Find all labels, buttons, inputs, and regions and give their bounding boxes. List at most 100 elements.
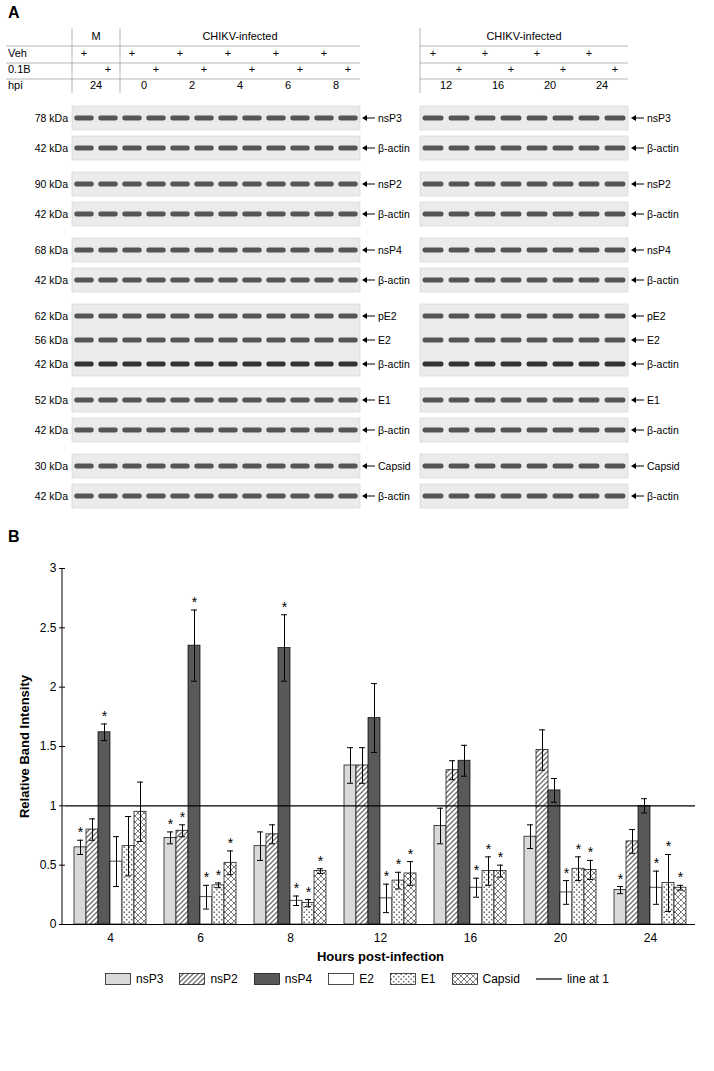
svg-text:β-actin: β-actin [378, 490, 410, 502]
svg-text:+: + [273, 47, 279, 59]
svg-text:*: * [192, 594, 198, 610]
svg-text:0: 0 [141, 79, 147, 91]
svg-text:+: + [201, 63, 207, 75]
svg-text:24: 24 [596, 79, 608, 91]
svg-text:*: * [180, 809, 186, 825]
svg-text:Hours post-infection: Hours post-infection [317, 949, 444, 964]
svg-text:1.5: 1.5 [40, 739, 57, 753]
svg-text:β-actin: β-actin [378, 424, 410, 436]
svg-text:+: + [456, 63, 462, 75]
svg-text:78 kDa: 78 kDa [35, 112, 68, 124]
svg-text:*: * [474, 862, 480, 878]
svg-text:β-actin: β-actin [378, 208, 410, 220]
svg-text:42 kDa: 42 kDa [35, 358, 68, 370]
svg-text:4: 4 [107, 931, 114, 945]
svg-text:*: * [282, 599, 288, 615]
svg-text:16: 16 [492, 79, 504, 91]
svg-text:0.1B: 0.1B [8, 63, 31, 75]
svg-text:β-actin: β-actin [647, 424, 679, 436]
svg-text:*: * [102, 708, 108, 724]
svg-text:2: 2 [50, 680, 57, 694]
svg-text:+: + [177, 47, 183, 59]
svg-text:24: 24 [644, 931, 658, 945]
svg-text:E1: E1 [378, 394, 391, 406]
svg-text:0: 0 [50, 917, 57, 931]
svg-text:+: + [129, 47, 135, 59]
svg-text:nsP4: nsP4 [378, 244, 402, 256]
svg-text:E1: E1 [647, 394, 660, 406]
svg-text:42 kDa: 42 kDa [35, 142, 68, 154]
svg-text:*: * [78, 824, 84, 840]
svg-text:pE2: pE2 [647, 310, 666, 322]
svg-text:*: * [384, 868, 390, 884]
svg-text:β-actin: β-actin [647, 142, 679, 154]
svg-text:β-actin: β-actin [647, 358, 679, 370]
svg-text:20: 20 [554, 931, 568, 945]
svg-text:+: + [345, 63, 351, 75]
svg-text:*: * [228, 835, 234, 851]
svg-text:E2: E2 [647, 334, 660, 346]
svg-text:12: 12 [374, 931, 388, 945]
svg-text:*: * [564, 865, 570, 881]
svg-text:+: + [534, 47, 540, 59]
svg-text:*: * [294, 880, 300, 896]
svg-text:16: 16 [464, 931, 478, 945]
svg-text:*: * [306, 884, 312, 900]
svg-text:42 kDa: 42 kDa [35, 424, 68, 436]
svg-text:+: + [153, 63, 159, 75]
svg-text:*: * [654, 855, 660, 871]
svg-text:Capsid: Capsid [647, 460, 680, 472]
svg-text:3: 3 [50, 561, 57, 575]
svg-text:+: + [297, 63, 303, 75]
svg-text:β-actin: β-actin [378, 274, 410, 286]
svg-text:β-actin: β-actin [647, 274, 679, 286]
svg-text:β-actin: β-actin [647, 208, 679, 220]
svg-text:Capsid: Capsid [378, 460, 411, 472]
svg-text:+: + [508, 63, 514, 75]
svg-text:+: + [560, 63, 566, 75]
svg-text:20: 20 [544, 79, 556, 91]
svg-text:*: * [666, 838, 672, 854]
svg-text:E2: E2 [378, 334, 391, 346]
svg-text:CHIKV-infected: CHIKV-infected [486, 30, 561, 42]
svg-text:pE2: pE2 [378, 310, 397, 322]
svg-text:+: + [225, 47, 231, 59]
svg-text:*: * [318, 853, 324, 869]
svg-text:nsP2: nsP2 [378, 178, 402, 190]
svg-text:*: * [396, 856, 402, 872]
svg-text:1: 1 [50, 799, 57, 813]
svg-text:nsP3: nsP3 [378, 112, 402, 124]
svg-text:β-actin: β-actin [378, 358, 410, 370]
svg-text:+: + [482, 47, 488, 59]
svg-text:8: 8 [287, 931, 294, 945]
svg-text:*: * [588, 844, 594, 860]
svg-text:*: * [204, 869, 210, 885]
svg-text:*: * [216, 867, 222, 883]
svg-text:β-actin: β-actin [378, 142, 410, 154]
svg-text:12: 12 [440, 79, 452, 91]
svg-text:2: 2 [189, 79, 195, 91]
svg-text:*: * [498, 849, 504, 865]
svg-text:+: + [321, 47, 327, 59]
svg-text:+: + [105, 63, 111, 75]
svg-text:+: + [612, 63, 618, 75]
svg-text:M: M [91, 30, 100, 42]
svg-text:0.5: 0.5 [40, 858, 57, 872]
svg-text:*: * [576, 841, 582, 857]
svg-text:CHIKV-infected: CHIKV-infected [202, 30, 277, 42]
svg-text:30 kDa: 30 kDa [35, 460, 68, 472]
svg-text:42 kDa: 42 kDa [35, 490, 68, 502]
svg-text:4: 4 [237, 79, 243, 91]
svg-text:A: A [8, 4, 20, 21]
svg-text:nsP4: nsP4 [647, 244, 671, 256]
svg-text:*: * [678, 869, 684, 885]
svg-text:*: * [618, 871, 624, 887]
svg-text:6: 6 [285, 79, 291, 91]
svg-text:52 kDa: 52 kDa [35, 394, 68, 406]
svg-text:8: 8 [333, 79, 339, 91]
svg-text:42 kDa: 42 kDa [35, 274, 68, 286]
svg-text:nsP2: nsP2 [647, 178, 671, 190]
svg-text:*: * [168, 816, 174, 832]
svg-text:*: * [486, 841, 492, 857]
svg-text:90 kDa: 90 kDa [35, 178, 68, 190]
